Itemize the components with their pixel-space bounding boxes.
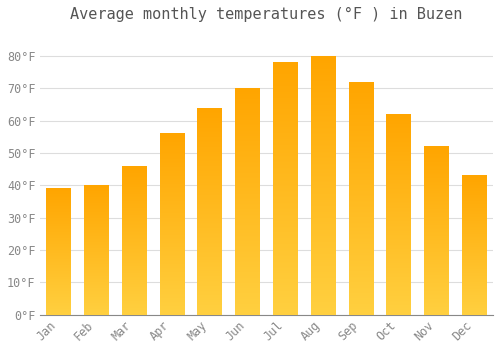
Title: Average monthly temperatures (°F ) in Buzen: Average monthly temperatures (°F ) in Bu… xyxy=(70,7,462,22)
